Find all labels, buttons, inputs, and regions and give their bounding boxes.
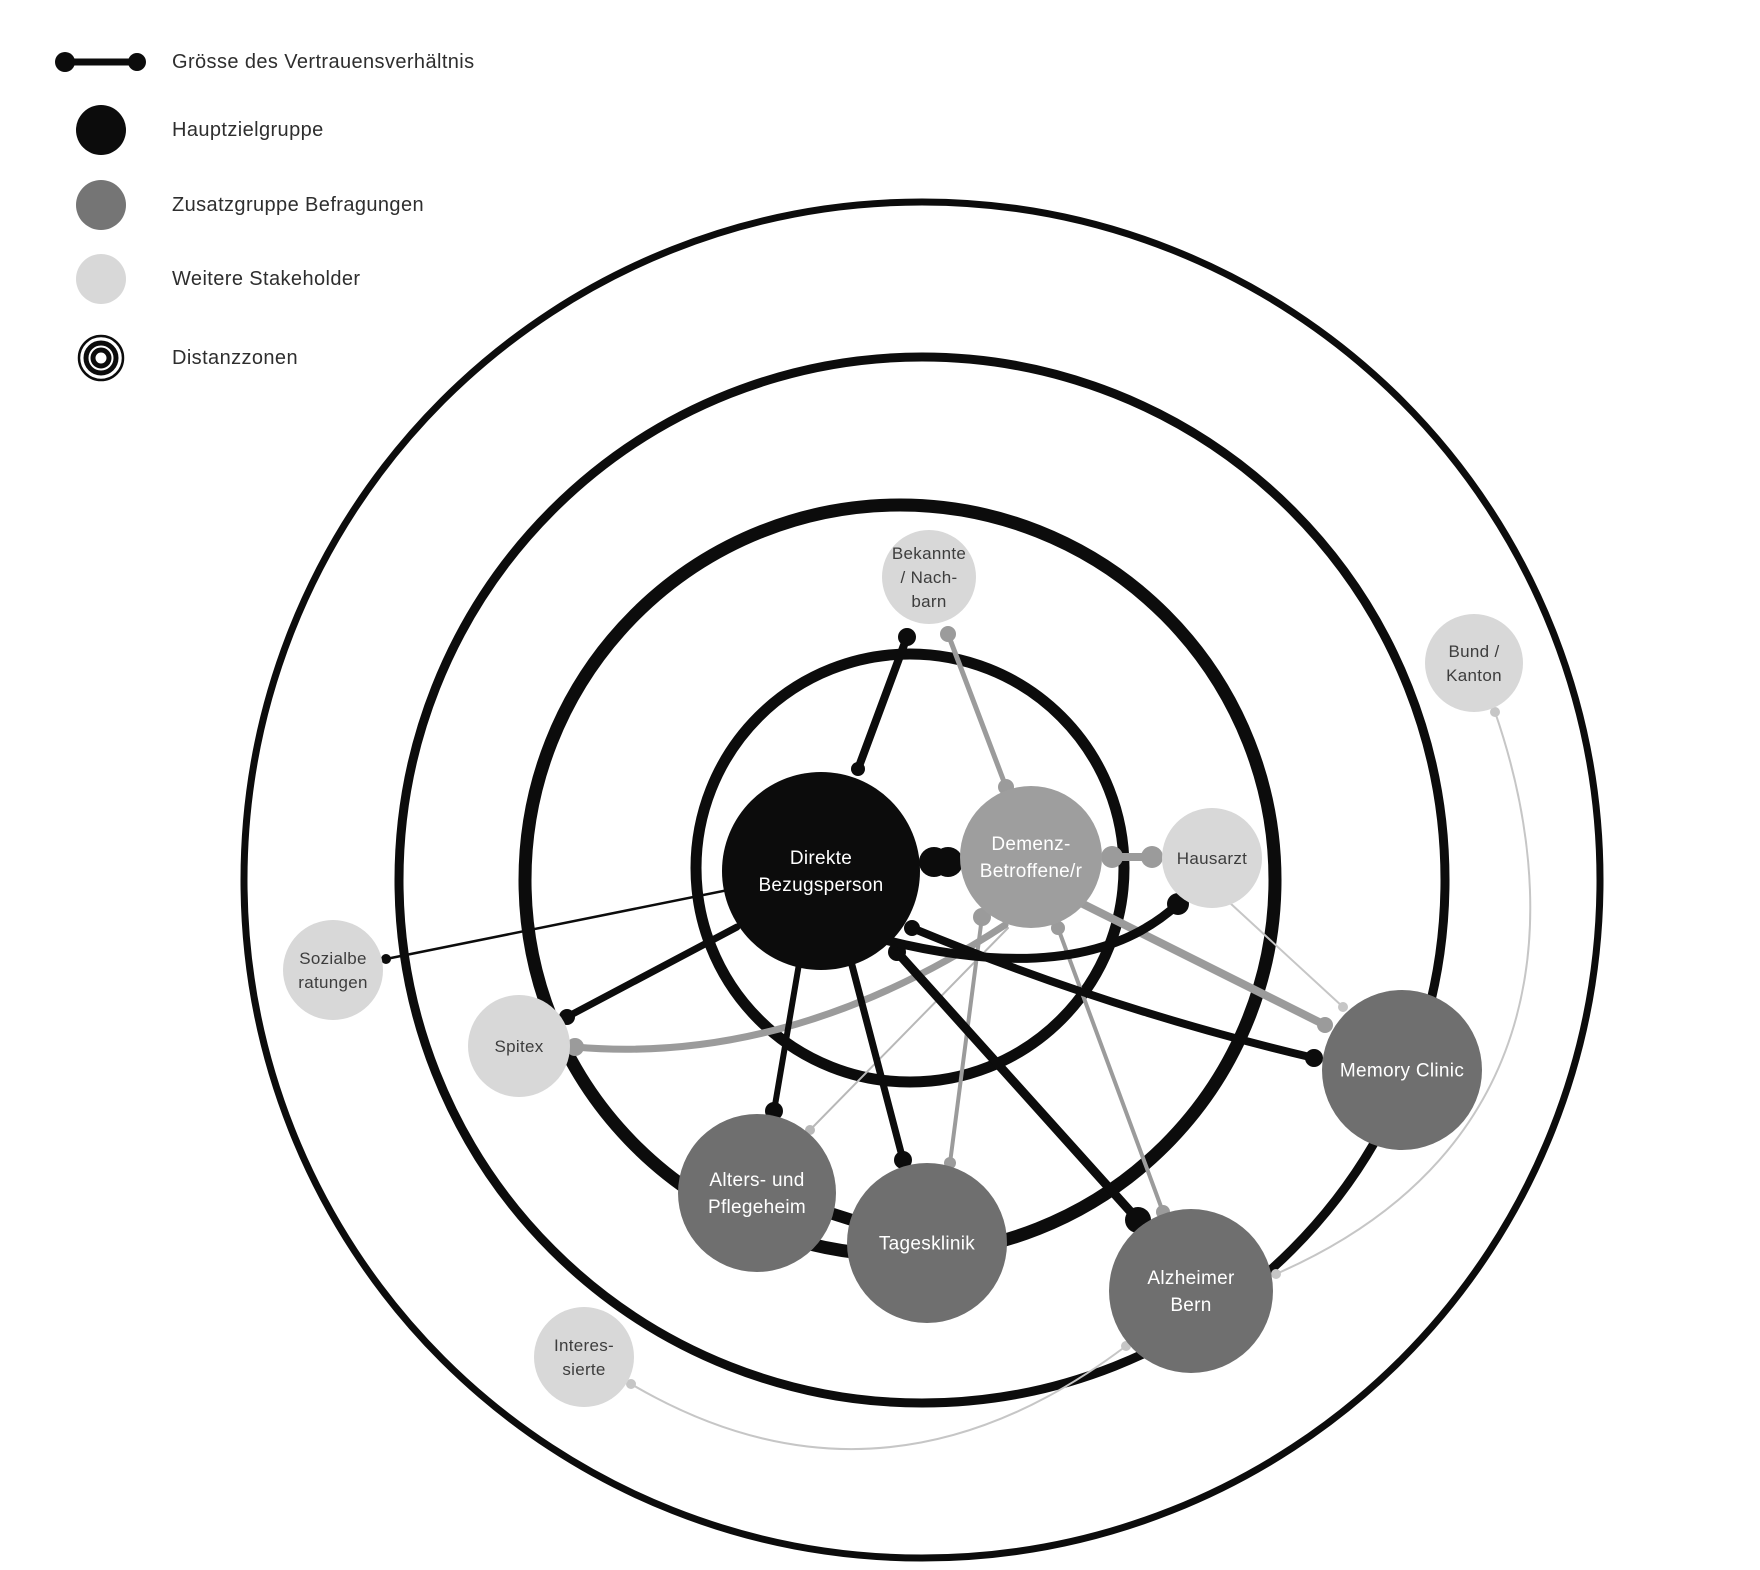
node-label: Tagesklinik [879, 1234, 975, 1255]
edge-alters-tagesklinik [824, 1207, 858, 1226]
edge-interessierte-alzheimer-bern [630, 1345, 1127, 1451]
edge-endpoint-dot [894, 1151, 912, 1169]
legend-label: Hauptzielgruppe [172, 118, 324, 141]
edge-endpoint-dot [940, 626, 956, 642]
legend-item-trust-size: Grösse des Vertrauensverhältnis [40, 34, 475, 90]
node-circle [678, 1114, 836, 1272]
edge-endpoint-dot [1490, 707, 1500, 717]
node-label: Spitex [494, 1037, 543, 1056]
secondary-group-icon [76, 180, 126, 230]
node-circle [283, 920, 383, 1020]
node-alters-pflegeheim: Alters- und Pflegeheim [678, 1114, 836, 1272]
legend-label: Zusatzgruppe Befragungen [172, 193, 424, 216]
node-label: Bund / Kanton [1446, 642, 1502, 685]
legend-item-distance-zones: Distanzzonen [40, 330, 298, 386]
node-circle [1425, 614, 1523, 712]
node-label: Alters- und Pflegeheim [708, 1170, 806, 1218]
edge-endpoint-dot [1101, 846, 1123, 868]
distance-ring [240, 198, 1604, 1562]
node-circle [1162, 808, 1262, 908]
node-bekannte-nachbarn: Bekannte / Nach-barn [882, 530, 976, 624]
edge-bezugsperson-alzheimer-bern [892, 947, 1143, 1225]
edge-endpoint-dot [973, 908, 991, 926]
edge-endpoint-dot [1305, 1049, 1323, 1067]
distance-ring [394, 352, 1450, 1408]
legend-item-main-group: Hauptzielgruppe [40, 102, 324, 158]
edge-endpoint-dot [1317, 1017, 1333, 1033]
edge-demenz-memory-clinic [1071, 896, 1329, 1029]
legend-item-secondary-group: Zusatzgruppe Befragungen [40, 177, 424, 233]
legend-label: Grösse des Vertrauensverhältnis [172, 50, 475, 73]
distance-zones-icon [77, 334, 125, 382]
legend-label: Weitere Stakeholder [172, 267, 361, 290]
node-circle [1109, 1209, 1273, 1373]
edge-endpoint-dot [1338, 1002, 1348, 1012]
edge-bezugsperson-hausarzt [880, 899, 1183, 963]
edge-bezugsperson-tagesklinik [844, 946, 907, 1164]
edge-demenz-alzheimer-bern [1056, 926, 1165, 1214]
edge-endpoint-dot [904, 920, 920, 936]
node-spitex: Spitex [468, 995, 570, 1097]
main-group-icon [76, 105, 126, 155]
edge-bezugsperson-bekannte [854, 633, 911, 773]
edge-bezugsperson-sozialberatungen [384, 884, 750, 961]
node-label: Sozialbe ratungen [298, 949, 368, 992]
edge-endpoint-dot [1141, 846, 1163, 868]
edge-hausarzt-memory-clinic [1229, 902, 1344, 1008]
node-circle [960, 786, 1102, 928]
trust-line-icon [55, 52, 146, 72]
node-label: Interes-sierte [554, 1336, 614, 1379]
edge-bund-kanton-alzheimer-bern [1275, 711, 1532, 1275]
edge-endpoint-dot [381, 954, 391, 964]
node-circle [882, 530, 976, 624]
edge-endpoint-dot [1271, 1269, 1281, 1279]
edge-bezugsperson-alters [771, 955, 803, 1114]
stakeholder-icon [76, 254, 126, 304]
node-alzheimer-bern: Alzheimer Bern [1109, 1209, 1273, 1373]
edge-bezugsperson-memory-clinic [908, 924, 1318, 1062]
edge-endpoint-dot [626, 1379, 636, 1389]
node-hausarzt: Hausarzt [1162, 808, 1262, 908]
edge-endpoint-dot [851, 762, 865, 776]
node-tagesklinik: Tagesklinik [847, 1163, 1007, 1323]
node-bund-kanton: Bund / Kanton [1425, 614, 1523, 712]
node-circle [534, 1307, 634, 1407]
node-circle [468, 995, 570, 1097]
edge-endpoint-dot [1051, 921, 1065, 935]
edge-demenz-bekannte [945, 631, 1009, 790]
legend-label: Distanzzonen [172, 346, 298, 369]
node-circle [847, 1163, 1007, 1323]
node-demenz-betroffene: Demenz-Betroffene/r [960, 786, 1102, 928]
node-label: Hausarzt [1177, 849, 1247, 868]
node-circle [722, 772, 920, 970]
edge-endpoint-dot [566, 1038, 584, 1056]
node-sozialberatungen: Sozialbe ratungen [283, 920, 383, 1020]
node-label: Demenz-Betroffene/r [980, 834, 1083, 882]
node-label: Alzheimer Bern [1147, 1268, 1235, 1316]
distance-ring [690, 648, 1130, 1088]
node-direkte-bezugsperson: Direkte Bezugsperson [722, 772, 920, 970]
node-label: Direkte Bezugsperson [758, 848, 883, 896]
node-label: Memory Clinic [1340, 1061, 1464, 1082]
node-circle [1322, 990, 1482, 1150]
legend-item-stakeholder: Weitere Stakeholder [40, 251, 360, 307]
node-label: Bekannte / Nach-barn [892, 544, 966, 611]
edge-endpoint-dot [898, 628, 916, 646]
node-memory-clinic: Memory Clinic [1322, 990, 1482, 1150]
node-interessierte: Interes-sierte [534, 1307, 634, 1407]
edge-bezugsperson-spitex [563, 923, 741, 1021]
edge-endpoint-dot [933, 847, 963, 877]
